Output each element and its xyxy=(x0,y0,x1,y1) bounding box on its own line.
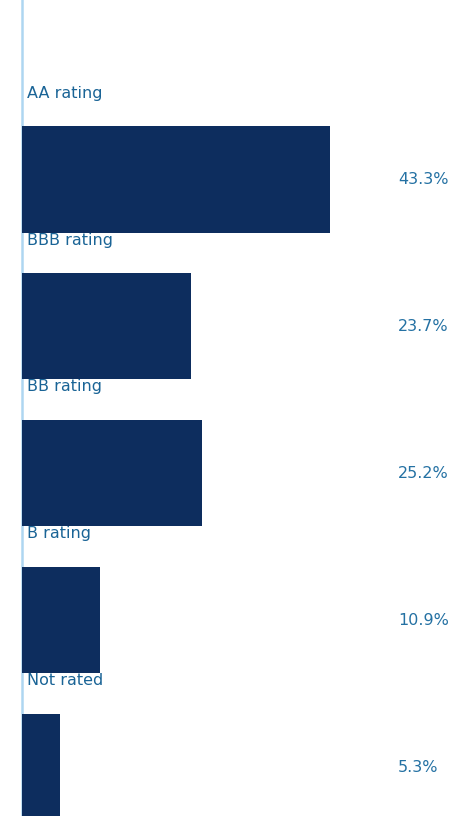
Text: 5.3%: 5.3% xyxy=(398,760,439,774)
Text: B rating: B rating xyxy=(27,526,91,541)
FancyBboxPatch shape xyxy=(22,567,100,673)
FancyBboxPatch shape xyxy=(22,126,330,233)
Text: 25.2%: 25.2% xyxy=(398,466,448,481)
Text: AA rating: AA rating xyxy=(27,86,102,100)
FancyBboxPatch shape xyxy=(22,273,191,379)
Text: BBB rating: BBB rating xyxy=(27,233,113,247)
Text: 10.9%: 10.9% xyxy=(398,613,449,628)
FancyBboxPatch shape xyxy=(22,420,202,526)
Text: 43.3%: 43.3% xyxy=(398,172,448,187)
Text: 23.7%: 23.7% xyxy=(398,319,448,334)
Text: Not rated: Not rated xyxy=(27,673,103,688)
Text: BB rating: BB rating xyxy=(27,379,102,394)
FancyBboxPatch shape xyxy=(22,714,60,816)
